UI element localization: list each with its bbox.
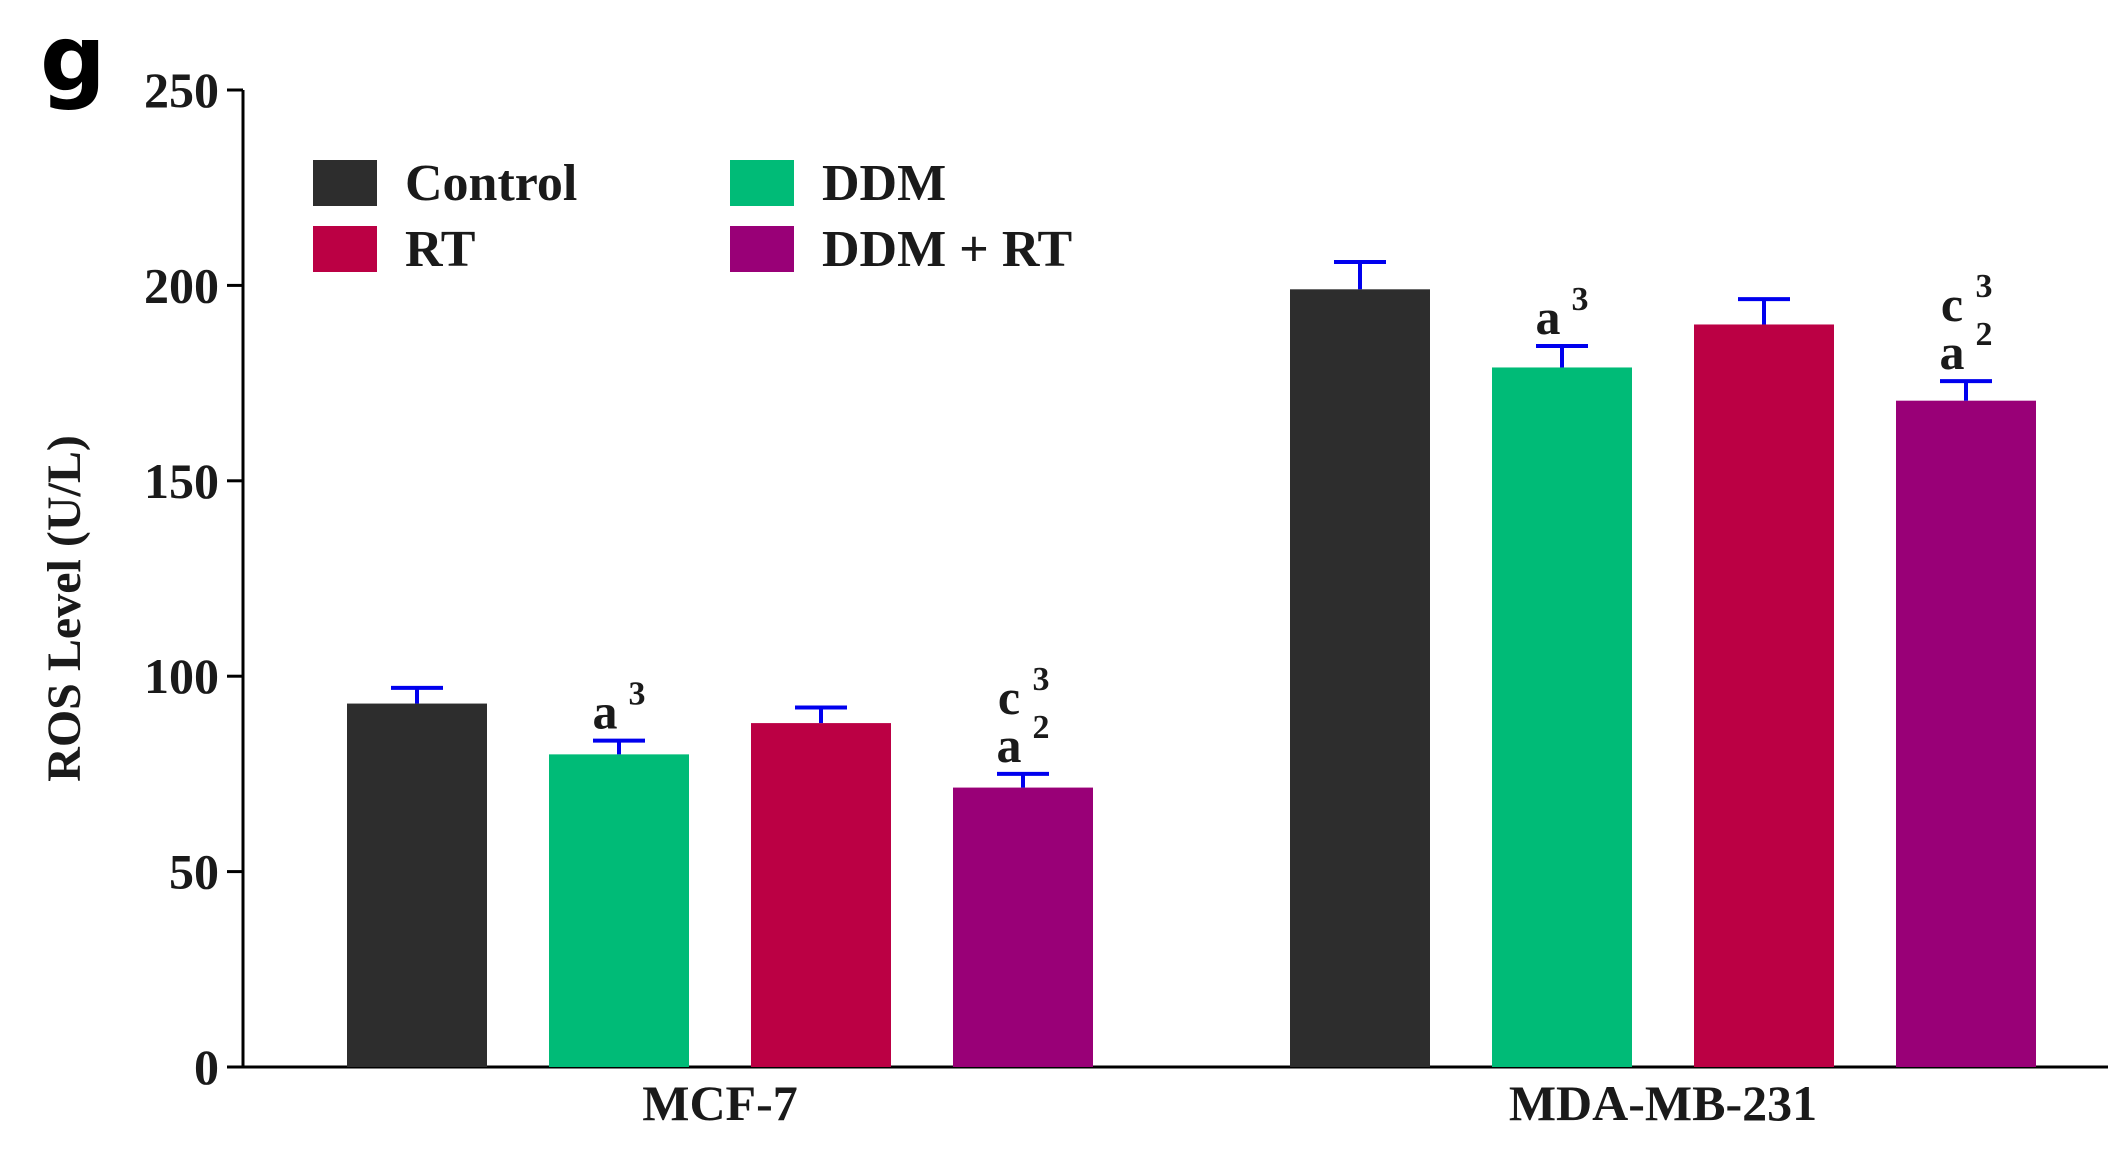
legend-label: Control [405, 155, 577, 212]
y-tick-label: 150 [144, 453, 219, 509]
bar [1896, 400, 2036, 1067]
bar [1694, 324, 1834, 1068]
legend-label: DDM + RT [822, 221, 1072, 278]
y-tick-label: 0 [194, 1039, 219, 1095]
significance-label: a [1536, 289, 1561, 345]
x-category-label: MCF-7 [642, 1075, 798, 1131]
bar [1290, 289, 1430, 1068]
legend-swatch [730, 160, 794, 206]
legend-swatch [730, 226, 794, 272]
bar [549, 754, 689, 1067]
legend-label: RT [405, 221, 475, 278]
significance-superscript: 3 [1976, 268, 1993, 305]
significance-label: a [593, 684, 618, 740]
y-tick-label: 50 [169, 844, 219, 900]
significance-superscript: 2 [1033, 709, 1050, 746]
bars-layer [347, 289, 2036, 1068]
significance-label: a [997, 717, 1022, 773]
x-axis: MCF-7 MDA-MB-231 [243, 1065, 2108, 1131]
significance-superscript: 3 [1033, 661, 1050, 698]
significance-label: c [1941, 276, 1963, 332]
y-axis-title: ROS Level (U/L) [38, 435, 91, 782]
annotations-layer: a 3a 2c 3a 3a 2c 3 [593, 268, 1993, 773]
significance-superscript: 3 [629, 676, 646, 713]
bar [347, 703, 487, 1067]
significance-superscript: 2 [1976, 316, 1993, 353]
legend-swatch [313, 160, 377, 206]
y-tick-label: 100 [144, 648, 219, 704]
x-category-label: MDA-MB-231 [1509, 1075, 1817, 1131]
significance-superscript: 3 [1572, 281, 1589, 318]
significance-label: c [998, 669, 1020, 725]
legend-label: DDM [822, 155, 946, 212]
significance-label: a [1940, 324, 1965, 380]
bar [751, 723, 891, 1067]
y-tick-label: 250 [144, 62, 219, 118]
error-bars-layer [391, 259, 1992, 788]
y-axis: 0 50 100 150 200 250 [144, 62, 245, 1095]
bar [953, 787, 1093, 1067]
legend-swatch [313, 226, 377, 272]
bar [1492, 367, 1632, 1067]
legend: Control DDM RT DDM + RT [313, 155, 1072, 278]
panel-label: g [40, 5, 106, 112]
y-tick-label: 200 [144, 257, 219, 313]
